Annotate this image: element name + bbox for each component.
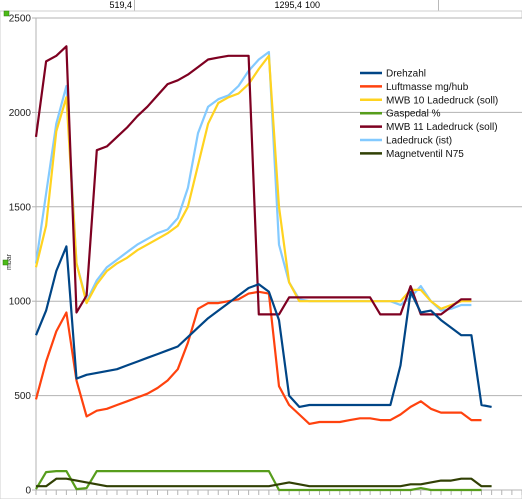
y-tick-label-4: 2000 xyxy=(9,108,32,119)
selection-handle-mid-left[interactable] xyxy=(2,259,9,266)
selection-handle-top-left[interactable] xyxy=(3,10,10,17)
spreadsheet-row-strip: 519,4 1295,4 100 xyxy=(0,0,522,11)
plot-area xyxy=(36,18,522,490)
y-tick-label-2: 1000 xyxy=(9,297,32,308)
legend-label-4: MWB 11 Ladedruck (soll) xyxy=(386,122,498,133)
y-tick-label-3: 1500 xyxy=(9,202,32,213)
series-line-6 xyxy=(36,477,492,488)
legend-label-2: MWB 10 Ladedruck (soll) xyxy=(386,95,498,106)
series-line-5 xyxy=(34,50,472,312)
y-tick-label-0: 0 xyxy=(25,486,31,497)
series-line-3 xyxy=(35,470,482,492)
series-line-2 xyxy=(34,54,472,310)
strip-divider-2 xyxy=(438,0,439,11)
strip-divider-1 xyxy=(134,0,135,11)
legend-label-1: Luftmasse mg/hub xyxy=(386,82,469,93)
y-axis-label: mbar xyxy=(6,253,13,270)
legend-label-6: Magnetventil N75 xyxy=(386,149,464,160)
strip-cell-2[interactable]: 1295,4 xyxy=(274,0,302,10)
legend: Drehzahl Luftmasse mg/hub MWB 10 Ladedruck… xyxy=(360,69,498,160)
chart-outline xyxy=(0,10,522,499)
grid-layer xyxy=(36,17,522,491)
y-tick-label-5: 2500 xyxy=(9,14,32,25)
legend-label-3: Gaspedal % xyxy=(386,109,441,120)
series-layer xyxy=(34,45,492,492)
strip-cell-3[interactable]: 100 xyxy=(305,0,321,10)
series-line-0 xyxy=(34,245,492,408)
series-line-4 xyxy=(34,45,472,316)
strip-cell-1[interactable]: 519,4 xyxy=(109,0,132,10)
legend-label-5: Ladedruck (ist) xyxy=(386,136,452,147)
y-tick-label-1: 500 xyxy=(14,391,31,402)
legend-label-0: Drehzahl xyxy=(386,69,426,80)
